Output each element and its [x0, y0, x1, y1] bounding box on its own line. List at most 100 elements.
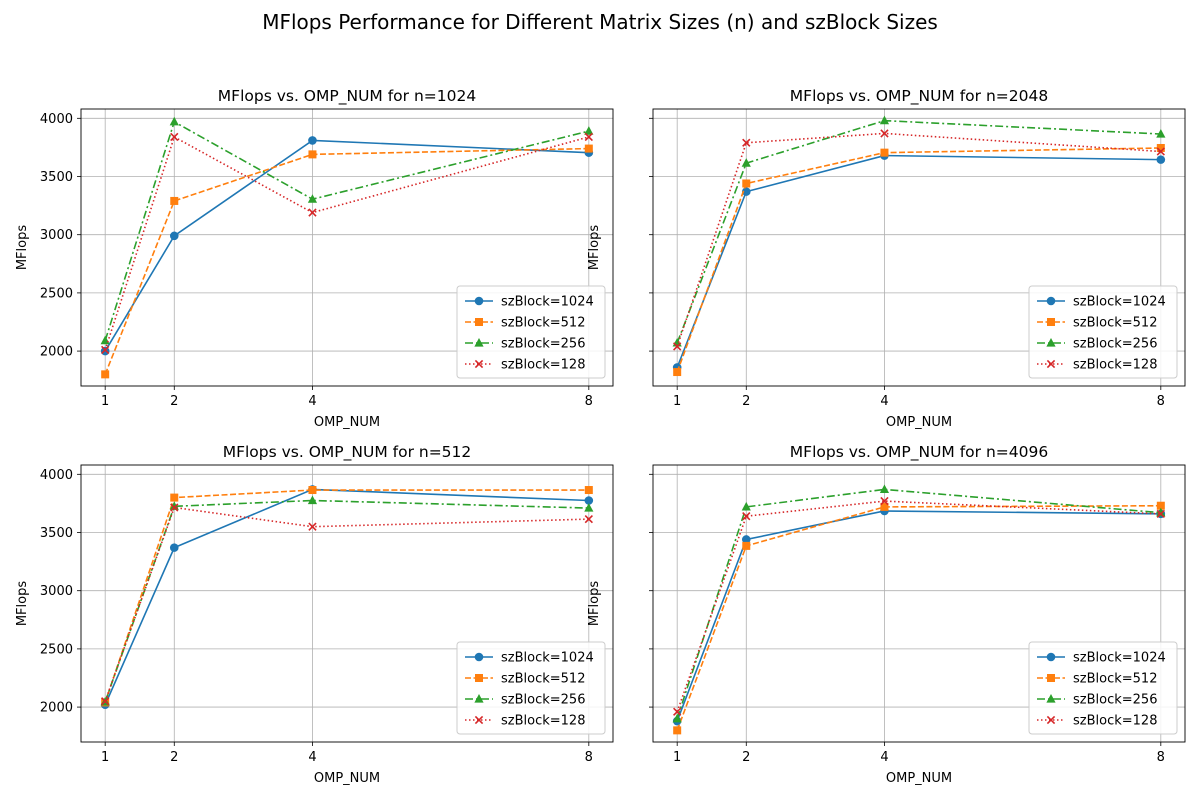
legend-marker — [474, 652, 484, 662]
data-point — [1156, 509, 1165, 519]
legend-box — [456, 285, 606, 379]
legend-marker — [1046, 694, 1056, 703]
series-line — [104, 135, 590, 351]
y-tick-label: 2500 — [40, 286, 73, 301]
x-tick-label: 1 — [673, 750, 681, 765]
data-point — [673, 726, 682, 735]
x-tick-label: 1 — [101, 750, 109, 765]
x-tick-label: 8 — [1157, 750, 1165, 765]
series-line — [676, 147, 1161, 373]
legend-marker — [474, 715, 484, 725]
legend: szBlock=1024 szBlock=512 szBlock=256 szBloc… — [456, 285, 606, 379]
series-line — [676, 119, 1161, 344]
legend-label: szBlock=128 — [1073, 714, 1157, 729]
series-line — [676, 510, 1161, 722]
data-point — [101, 345, 110, 355]
data-point — [741, 158, 751, 167]
data-point — [1156, 129, 1166, 138]
x-tick-label: 2 — [742, 394, 750, 409]
data-point — [100, 335, 110, 345]
data-point — [308, 150, 317, 159]
x-axis-label: OMP_NUM — [314, 415, 380, 430]
data-point — [879, 484, 890, 494]
data-point — [584, 132, 593, 142]
series-line — [104, 139, 589, 352]
data-point — [308, 486, 317, 495]
chart-panel: 1 2 4 8 2000 2500 3000 3500 4000 MFlops vs. OMP_N… — [15, 87, 614, 430]
data-point — [101, 697, 110, 706]
legend-marker — [1047, 674, 1055, 682]
legend-label: szBlock=256 — [501, 693, 585, 708]
panel-title: MFlops vs. OMP_NUM for n=512 — [223, 443, 472, 462]
legend-box — [1028, 285, 1178, 379]
data-point — [741, 187, 751, 196]
legend: szBlock=1024 szBlock=512 szBlock=256 szBloc… — [1028, 641, 1178, 735]
x-tick-label: 4 — [880, 750, 888, 765]
legend-marker — [1046, 359, 1056, 369]
data-point — [169, 543, 179, 552]
legend: szBlock=1024 szBlock=512 szBlock=256 szBloc… — [1028, 285, 1178, 379]
legend-marker — [1046, 715, 1056, 725]
legend-label: szBlock=512 — [501, 316, 585, 331]
y-tick-label: 2000 — [40, 345, 73, 360]
plot-frame — [652, 464, 1186, 743]
legend-marker — [474, 296, 484, 306]
chart-panel: 1 2 4 8 MFlops vs. OMP_NUM for n=4096 OMP_NUM… — [587, 443, 1186, 786]
data-point — [742, 541, 751, 550]
y-axis-label: MFlops — [587, 225, 602, 271]
series-line — [104, 488, 589, 706]
data-point — [673, 707, 682, 716]
data-point — [169, 116, 179, 126]
y-tick-label: 3000 — [40, 228, 73, 243]
data-point — [742, 138, 751, 147]
data-point — [170, 196, 179, 205]
data-point — [170, 493, 179, 502]
data-point — [880, 502, 889, 511]
data-point — [169, 231, 179, 241]
legend-label: szBlock=256 — [1073, 337, 1157, 352]
data-point — [584, 496, 594, 505]
data-point — [308, 208, 317, 217]
y-axis-label: MFlops — [15, 581, 30, 627]
y-tick-label: 3000 — [40, 584, 73, 599]
series-line — [104, 147, 589, 375]
y-axis-label: MFlops — [587, 581, 602, 627]
legend-marker — [474, 694, 484, 703]
panel-title: MFlops vs. OMP_NUM for n=1024 — [218, 87, 476, 106]
data-point — [584, 503, 594, 512]
plot-frame — [80, 108, 614, 387]
legend-label: szBlock=512 — [1073, 672, 1157, 687]
legend-marker — [1046, 296, 1056, 306]
data-point — [1156, 147, 1165, 156]
x-tick-label: 4 — [880, 394, 888, 409]
x-tick-label: 1 — [101, 394, 109, 409]
data-point — [584, 486, 593, 495]
data-point — [880, 129, 889, 138]
panel-title: MFlops vs. OMP_NUM for n=4096 — [790, 443, 1048, 462]
data-point — [742, 179, 751, 188]
series-line — [104, 499, 589, 703]
plot-frame — [80, 464, 614, 743]
y-tick-label: 4000 — [40, 468, 73, 483]
x-tick-label: 8 — [585, 394, 593, 409]
data-point — [170, 132, 179, 142]
chart-panel: 1 2 4 8 2000 2500 3000 3500 4000 MFlops vs. OMP_N… — [15, 443, 614, 786]
data-point — [584, 126, 594, 135]
x-tick-label: 2 — [170, 394, 178, 409]
x-axis-label: OMP_NUM — [314, 771, 380, 786]
data-point — [584, 514, 593, 524]
legend-label: szBlock=128 — [501, 714, 585, 729]
x-tick-label: 8 — [585, 750, 593, 765]
x-tick-label: 4 — [308, 394, 316, 409]
legend-label: szBlock=1024 — [1073, 651, 1166, 666]
legend-marker — [475, 318, 483, 326]
panel-title: MFlops vs. OMP_NUM for n=2048 — [790, 87, 1048, 106]
legend-label: szBlock=1024 — [501, 651, 594, 666]
data-point — [673, 342, 682, 351]
x-tick-label: 8 — [1157, 394, 1165, 409]
series-line — [104, 120, 590, 341]
x-axis-label: OMP_NUM — [886, 771, 952, 786]
y-tick-label: 3500 — [40, 526, 73, 541]
legend-marker — [1047, 318, 1055, 326]
